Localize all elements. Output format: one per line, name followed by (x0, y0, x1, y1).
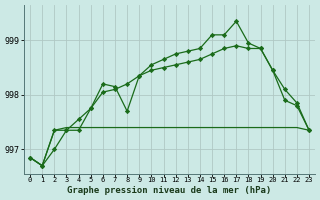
X-axis label: Graphe pression niveau de la mer (hPa): Graphe pression niveau de la mer (hPa) (68, 186, 272, 195)
